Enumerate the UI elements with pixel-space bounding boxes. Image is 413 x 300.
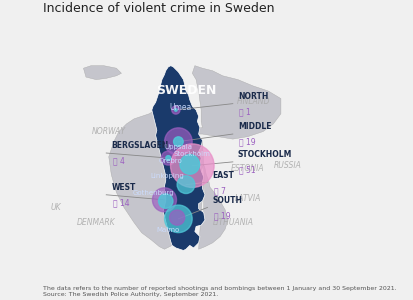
Text: ⮞ 14: ⮞ 14	[112, 199, 129, 208]
Polygon shape	[109, 110, 172, 249]
Polygon shape	[192, 66, 280, 139]
Text: NORWAY: NORWAY	[92, 127, 126, 136]
Circle shape	[177, 176, 195, 194]
Circle shape	[169, 210, 184, 225]
Circle shape	[166, 156, 170, 161]
Text: RUSSIA: RUSSIA	[273, 161, 300, 170]
Circle shape	[152, 188, 176, 212]
Text: Umea: Umea	[169, 103, 192, 112]
Polygon shape	[198, 140, 227, 249]
Text: DENMARK: DENMARK	[77, 218, 115, 227]
Text: Linkoping: Linkoping	[150, 172, 183, 178]
Text: Orebro: Orebro	[158, 158, 181, 164]
Text: MIDDLE: MIDDLE	[237, 122, 271, 131]
Text: NORTH: NORTH	[237, 92, 268, 101]
Text: ⮞ 7: ⮞ 7	[213, 186, 225, 195]
Circle shape	[171, 106, 180, 114]
Circle shape	[170, 144, 214, 188]
Text: Incidence of violent crime in Sweden: Incidence of violent crime in Sweden	[43, 2, 274, 15]
Circle shape	[180, 154, 199, 174]
Polygon shape	[83, 66, 121, 80]
Text: ⮞ 51: ⮞ 51	[239, 166, 255, 175]
Circle shape	[158, 194, 173, 208]
Circle shape	[161, 151, 175, 165]
Circle shape	[164, 205, 192, 232]
Text: BERGSLAGEN: BERGSLAGEN	[111, 142, 168, 151]
Circle shape	[164, 128, 192, 155]
Text: SOUTH: SOUTH	[212, 196, 242, 205]
Circle shape	[174, 109, 177, 111]
Polygon shape	[152, 66, 204, 250]
Text: ESTONIA: ESTONIA	[230, 164, 264, 173]
Text: STOCKHOLM: STOCKHOLM	[237, 150, 292, 159]
Text: UK: UK	[50, 203, 61, 212]
Text: SWEDEN: SWEDEN	[155, 85, 216, 98]
Circle shape	[173, 137, 183, 146]
Text: Malmo: Malmo	[156, 227, 179, 233]
Text: Uppsala: Uppsala	[164, 144, 192, 150]
Text: EAST: EAST	[212, 171, 234, 180]
Text: Stockholm: Stockholm	[173, 151, 210, 157]
Text: WEST: WEST	[111, 183, 135, 192]
Text: ⮞ 4: ⮞ 4	[112, 157, 124, 166]
Text: Gothenburg: Gothenburg	[133, 190, 174, 196]
Text: ⮞ 1: ⮞ 1	[239, 107, 250, 116]
Text: The data refers to the number of reported shootings and bombings between 1 Janua: The data refers to the number of reporte…	[43, 286, 396, 297]
Text: ⮞ 19: ⮞ 19	[213, 211, 230, 220]
Text: FINLAND: FINLAND	[236, 97, 269, 106]
Text: ⮞ 19: ⮞ 19	[239, 138, 255, 147]
Text: LITHUANIA: LITHUANIA	[212, 218, 253, 227]
Text: LATVIA: LATVIA	[234, 194, 261, 203]
